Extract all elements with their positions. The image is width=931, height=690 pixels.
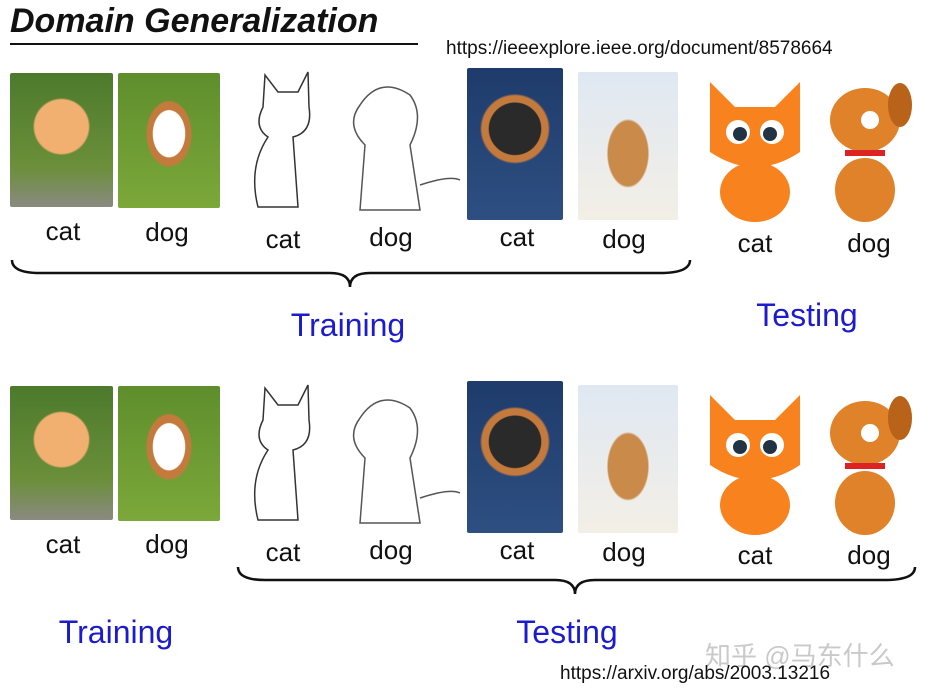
cartoon-dog-image [830, 396, 912, 535]
painting-dog-image [578, 385, 678, 533]
painting-cat-image [467, 381, 563, 533]
testing-label-row2: Testing [516, 614, 618, 650]
training-brace-row1 [10, 259, 692, 288]
label-cartoon-cat: cat [737, 540, 773, 570]
label-photo-dog: dog [145, 217, 189, 247]
label-sketch-dog: dog [369, 535, 413, 565]
watermark: 知乎 @马东什么 [705, 641, 895, 671]
testing-brace-row2 [236, 566, 917, 595]
cartoon-cat-image [710, 395, 800, 535]
sketch-dog-image [352, 86, 461, 211]
label-photo-cat: cat [45, 529, 81, 559]
label-painting-dog: dog [602, 537, 646, 567]
label-sketch-cat: cat [265, 537, 301, 567]
label-sketch-cat: cat [265, 224, 301, 254]
training-label-row1: Training [290, 307, 406, 343]
photo-dog-image [118, 73, 220, 208]
painting-cat-image [467, 68, 563, 220]
label-cartoon-dog: dog [847, 540, 891, 570]
photo-cat-image [10, 386, 113, 520]
sketch-cat-image [253, 71, 311, 208]
painting-dog-image [578, 72, 678, 220]
label-painting-cat: cat [499, 535, 535, 565]
label-painting-cat: cat [499, 222, 535, 252]
testing-label-row1: Testing [756, 297, 858, 333]
training-label-row2: Training [58, 614, 174, 650]
label-cartoon-cat: cat [737, 228, 773, 258]
sketch-dog-image [352, 399, 461, 524]
url-bottom: https://arxiv.org/abs/2003.13216 [560, 663, 831, 684]
label-painting-dog: dog [602, 224, 646, 254]
photo-cat-image [10, 73, 113, 207]
sketch-cat-image [253, 384, 311, 521]
label-sketch-dog: dog [369, 222, 413, 252]
label-cartoon-dog: dog [847, 228, 891, 258]
url-top: https://ieeexplore.ieee.org/document/857… [446, 38, 833, 59]
label-photo-cat: cat [45, 216, 81, 246]
cartoon-cat-image [710, 82, 800, 222]
label-photo-dog: dog [145, 529, 189, 559]
slide-title: Domain Generalization [10, 2, 379, 40]
cartoon-dog-image [830, 83, 912, 222]
photo-dog-image [118, 386, 220, 521]
title-underline [10, 43, 418, 45]
